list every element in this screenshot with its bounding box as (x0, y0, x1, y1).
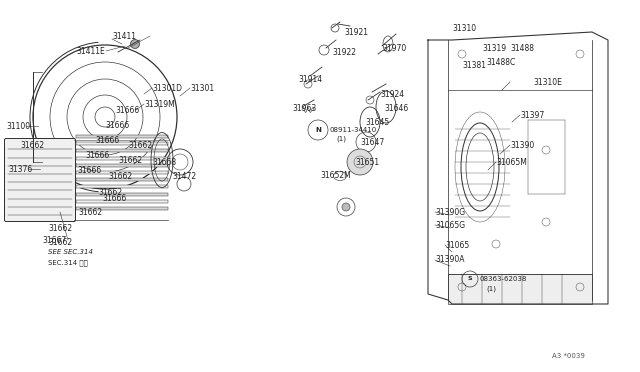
Text: 31472: 31472 (172, 171, 196, 180)
Text: 31390A: 31390A (435, 256, 465, 264)
Bar (76, 178, 168, 181)
Bar (448, 274, 592, 304)
Text: 31970: 31970 (382, 44, 406, 52)
Text: 31963: 31963 (292, 103, 316, 112)
Text: 31666: 31666 (95, 135, 119, 144)
Text: 08363-62038: 08363-62038 (480, 276, 527, 282)
Bar (76, 142, 168, 145)
Text: 31662: 31662 (78, 208, 102, 217)
Text: A3 *0039: A3 *0039 (552, 353, 585, 359)
Bar (76, 157, 168, 160)
Text: 31646: 31646 (384, 103, 408, 112)
Text: 31301D: 31301D (152, 83, 182, 93)
Text: 31652M: 31652M (320, 170, 351, 180)
Text: 31488C: 31488C (486, 58, 515, 67)
Bar (76, 164, 168, 167)
Text: 31924: 31924 (380, 90, 404, 99)
Text: 31662: 31662 (98, 187, 122, 196)
Text: 31411E: 31411E (76, 46, 105, 55)
Text: 31645: 31645 (365, 118, 389, 126)
Text: 31488: 31488 (510, 44, 534, 52)
Text: 31301: 31301 (190, 83, 214, 93)
Text: 31319M: 31319M (144, 99, 175, 109)
Text: 31914: 31914 (298, 74, 322, 83)
Text: 31668: 31668 (152, 157, 176, 167)
Text: (1): (1) (336, 136, 346, 142)
Text: SEC.314 参照: SEC.314 参照 (48, 260, 88, 266)
Text: 31647: 31647 (360, 138, 384, 147)
Bar (76, 200, 168, 203)
Text: SEE SEC.314: SEE SEC.314 (48, 249, 93, 255)
Text: N: N (315, 127, 321, 133)
Text: 31411: 31411 (112, 32, 136, 41)
Text: 31310E: 31310E (533, 77, 562, 87)
Circle shape (347, 149, 373, 175)
Text: 31310: 31310 (452, 23, 476, 32)
Text: 31381: 31381 (462, 61, 486, 70)
Bar (76, 150, 168, 153)
Text: 31922: 31922 (332, 48, 356, 57)
Circle shape (342, 203, 350, 211)
Text: 31376: 31376 (8, 164, 32, 173)
Text: 31921: 31921 (344, 28, 368, 36)
FancyBboxPatch shape (4, 138, 76, 221)
Text: 31666: 31666 (115, 106, 140, 115)
Text: 31662: 31662 (108, 171, 132, 180)
Text: 31662: 31662 (20, 141, 44, 150)
Text: 31100: 31100 (6, 122, 30, 131)
Text: S: S (468, 276, 472, 282)
Text: 31662: 31662 (118, 155, 142, 164)
Text: 31667: 31667 (42, 235, 67, 244)
Bar (76, 185, 168, 188)
Text: 31065: 31065 (445, 241, 469, 250)
Text: 31662: 31662 (48, 224, 72, 232)
Text: 31397: 31397 (520, 110, 544, 119)
Bar (76, 207, 168, 210)
Text: 31065M: 31065M (496, 157, 527, 167)
Text: 31666: 31666 (85, 151, 109, 160)
Text: 08911-34410: 08911-34410 (330, 127, 377, 133)
Text: 31666: 31666 (102, 193, 126, 202)
Text: 31662: 31662 (128, 141, 152, 150)
Text: 31662: 31662 (48, 237, 72, 247)
Bar (76, 135, 168, 138)
Circle shape (131, 39, 140, 48)
Text: 31666: 31666 (105, 121, 129, 129)
Text: 31666: 31666 (77, 166, 101, 174)
Text: 31319: 31319 (482, 44, 506, 52)
Text: 31390: 31390 (510, 141, 534, 150)
Bar (76, 193, 168, 196)
Bar (76, 171, 168, 174)
Text: 31390G: 31390G (435, 208, 465, 217)
Text: (1): (1) (486, 286, 496, 292)
Text: 31065G: 31065G (435, 221, 465, 230)
Text: 31651: 31651 (355, 157, 379, 167)
